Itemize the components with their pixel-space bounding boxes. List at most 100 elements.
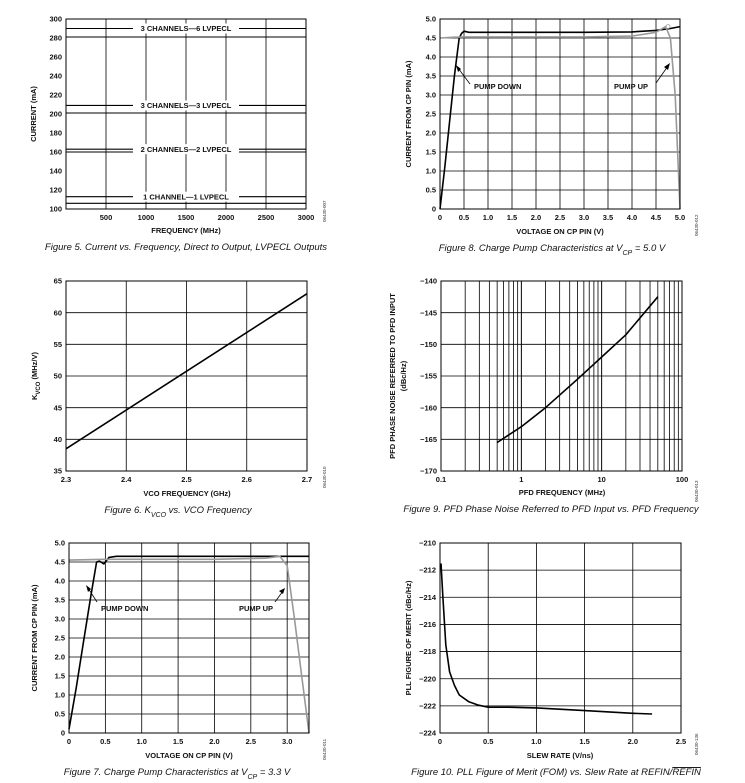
fig7-y-tick-label: 5.0 xyxy=(55,539,65,548)
fig5-x-tick-label: 500 xyxy=(100,213,113,222)
fig6-x-tick-label: 2.6 xyxy=(242,475,252,484)
fig8-pump-down-arrow xyxy=(457,67,471,85)
fig8-pump-up-peak-marker xyxy=(665,24,671,30)
fig5-gridlines xyxy=(105,19,307,209)
fig7-x-tick-labels: 0 0.5 1.0 1.5 2.0 2.5 3.0 xyxy=(67,737,292,746)
fig5-x-tick-label: 1500 xyxy=(178,213,195,222)
fig10-y-tick-label: −216 xyxy=(419,620,436,629)
fig9-y-tick-label: −160 xyxy=(420,403,437,412)
fig9-y-tick-label: −165 xyxy=(420,435,437,444)
fig7-y-tick-label: 0 xyxy=(61,729,65,738)
fig6-y-tick-label: 55 xyxy=(54,340,62,349)
fig6-y-axis-label: KVCO (MHz/V) xyxy=(30,351,42,400)
fig5-x-tick-label: 2500 xyxy=(258,213,275,222)
fig5-y-tick-label: 120 xyxy=(49,186,62,195)
fig5-series-label-bg xyxy=(133,23,239,34)
fig8-pump-up-label: PUMP UP xyxy=(614,82,648,91)
fig8-x-tick-label: 1.5 xyxy=(507,213,517,222)
fig6-x-tick-label: 2.5 xyxy=(181,475,191,484)
fig7-x-tick-label: 2.0 xyxy=(209,737,219,746)
fig8-pump-down-label: PUMP DOWN xyxy=(474,82,521,91)
fig10-y-tick-label: −220 xyxy=(419,674,436,683)
fig8-y-tick-label: 4.0 xyxy=(426,53,436,62)
fig7-pump-up-label: PUMP UP xyxy=(239,604,273,613)
fig7-x-tick-label: 0.5 xyxy=(100,737,110,746)
fig7-y-tick-label: 2.5 xyxy=(55,634,65,643)
fig9-x-tick-label: 100 xyxy=(676,475,689,484)
fig10-x-tick-label: 0 xyxy=(438,737,442,746)
fig5-y-tick-label: 140 xyxy=(49,167,62,176)
fig8-y-axis-label: CURRENT FROM CP PIN (mA) xyxy=(404,60,413,167)
fig7-pump-down-arrowhead xyxy=(86,585,91,592)
fig7-caption: Figure 7. Charge Pump Characteristics at… xyxy=(64,767,292,781)
fig7-x-tick-label: 0 xyxy=(67,737,71,746)
fig6-doc-id: 06430-010 xyxy=(322,466,327,488)
fig8-pump-up-arrow xyxy=(655,65,669,84)
fig10-x-tick-label: 2.5 xyxy=(676,737,686,746)
fig10-y-tick-label: −218 xyxy=(419,647,436,656)
fig8-y-tick-label: 0.5 xyxy=(426,186,436,195)
fig8-y-tick-label: 2.0 xyxy=(426,129,436,138)
fig8-x-tick-label: 3.0 xyxy=(579,213,589,222)
fig8-x-tick-label: 5.0 xyxy=(675,213,685,222)
fig7-series-line-0 xyxy=(68,555,309,730)
figure-7-charge-pump-3v3: 0 0.5 1.0 1.5 2.0 2.5 3.0 0 0.5 1.0 1.5 2.0 2.5 3.0 3… xyxy=(30,539,327,781)
fig5-y-tick-label: 220 xyxy=(49,91,62,100)
fig9-y-tick-labels: −170 −165 −160 −155 −150 −145 −140 xyxy=(420,277,437,476)
fig10-y-tick-label: −210 xyxy=(419,539,436,548)
fig9-plot-frame xyxy=(440,280,683,472)
figure-9-pfd-phase-noise: 0.1 1 10 100 −170 −165 −160 −155 −150 −145 −140 P… xyxy=(388,277,700,515)
fig5-series-label: 2 CHANNELS—2 LVPECL xyxy=(141,145,232,154)
fig6-y-tick-label: 60 xyxy=(54,308,62,317)
figure-10-pll-fom: 0 0.5 1.0 1.5 2.0 2.5 −224 −222 −220 −218 −216 −21… xyxy=(404,539,701,778)
fig7-y-tick-label: 1.5 xyxy=(55,672,65,681)
fig8-x-axis-label: VOLTAGE ON CP PIN (V) xyxy=(516,227,604,236)
fig7-y-tick-label: 4.5 xyxy=(55,558,65,567)
fig8-x-tick-label: 4.5 xyxy=(651,213,661,222)
fig5-x-tick-label: 3000 xyxy=(298,213,315,222)
fig7-y-tick-label: 0.5 xyxy=(55,710,65,719)
fig7-pump-up-arrowhead xyxy=(279,588,285,594)
fig5-series-label-bg xyxy=(133,100,239,111)
fig6-y-tick-labels: 35 40 45 50 55 60 65 xyxy=(54,277,62,476)
fig5-series-label: 3 CHANNELS—6 LVPECL xyxy=(141,24,232,33)
fig9-y-tick-label: −140 xyxy=(420,277,437,286)
fig5-caption: Figure 5. Current vs. Frequency, Direct … xyxy=(45,242,327,253)
fig8-x-tick-label: 1.0 xyxy=(483,213,493,222)
fig6-x-tick-label: 2.7 xyxy=(302,475,312,484)
fig9-gridlines xyxy=(440,280,683,472)
fig9-y-tick-label: −155 xyxy=(420,372,437,381)
fig6-gridlines xyxy=(65,280,308,472)
fig5-y-tick-label: 100 xyxy=(49,205,62,214)
fig8-series-line-0 xyxy=(439,25,681,210)
fig6-caption: Figure 6. KVCO vs. VCO Frequency xyxy=(104,505,252,519)
fig8-y-tick-label: 2.5 xyxy=(426,110,436,119)
fig8-series-line-1 xyxy=(439,25,681,210)
fig9-x-tick-label: 10 xyxy=(597,475,605,484)
fig10-caption: Figure 10. PLL Figure of Merit (FOM) vs.… xyxy=(411,767,701,778)
fig8-y-tick-label: 1.5 xyxy=(426,148,436,157)
fig6-y-tick-label: 35 xyxy=(54,467,62,476)
fig6-series-line-0 xyxy=(65,293,308,450)
fig5-series-label-bg xyxy=(133,191,239,202)
fig5-series-labels: 3 CHANNELS—6 LVPECL 3 CHANNELS—3 LVPECL 2 … xyxy=(133,23,239,202)
fig10-y-tick-label: −222 xyxy=(419,701,436,710)
fig6-series-lines xyxy=(65,293,308,450)
fig5-series-label-bg xyxy=(133,144,239,155)
fig5-x-tick-label: 2000 xyxy=(218,213,235,222)
fig5-y-tick-label: 260 xyxy=(49,53,62,62)
figure-8-charge-pump-5v: 0 0.5 1.0 1.5 2.0 2.5 3.0 3.5 4.0 4.5 5.0 0 0.5 1.0 1… xyxy=(404,15,699,257)
figure-6-kvco-vs-frequency: 2.3 2.4 2.5 2.6 2.7 35 40 45 50 55 60 65 VCO FREQU… xyxy=(30,277,327,519)
fig10-y-tick-labels: −224 −222 −220 −218 −216 −214 −212 −210 xyxy=(419,539,437,738)
fig7-x-tick-label: 2.5 xyxy=(246,737,256,746)
fig8-caption: Figure 8. Charge Pump Characteristics at… xyxy=(439,243,667,257)
fig7-y-tick-label: 3.0 xyxy=(55,615,65,624)
fig8-y-tick-label: 4.5 xyxy=(426,34,436,43)
fig8-y-tick-labels: 0 0.5 1.0 1.5 2.0 2.5 3.0 3.5 4.0 4.5 5.0 xyxy=(426,15,436,214)
fig5-y-tick-label: 300 xyxy=(49,15,62,24)
fig10-x-axis-label: SLEW RATE (V/ns) xyxy=(527,751,594,760)
fig5-y-tick-label: 280 xyxy=(49,34,62,43)
fig10-x-tick-label: 1.0 xyxy=(531,737,541,746)
fig8-series-lines xyxy=(439,24,681,210)
